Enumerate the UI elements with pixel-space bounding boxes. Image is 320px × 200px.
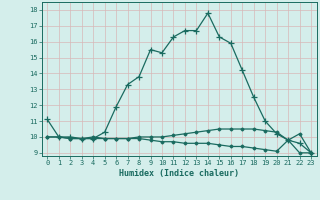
X-axis label: Humidex (Indice chaleur): Humidex (Indice chaleur) xyxy=(119,169,239,178)
